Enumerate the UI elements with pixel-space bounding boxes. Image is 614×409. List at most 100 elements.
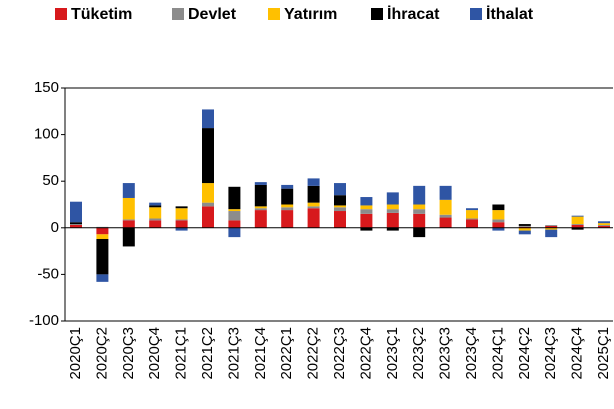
x-tick-label: 2024Ç2 [516,327,533,380]
bar-segment [545,227,558,230]
bar-segment [122,219,135,221]
y-tick-label: 100 [34,126,59,143]
bar-segment [492,210,505,220]
bar-segment [122,227,135,247]
legend-swatch [172,8,184,20]
legend-label: Devlet [188,6,237,23]
legend-label: Yatırım [284,6,337,23]
legend-swatch [371,8,383,20]
bar-segment [149,220,162,228]
bar-segment [307,206,320,209]
bar-segment [307,178,320,186]
bar-segment [202,109,214,129]
bar-segment [360,227,373,231]
y-tick-label: -50 [37,265,59,282]
bar-segment [413,213,426,228]
bar-segment [439,214,452,218]
bar-segment [70,201,82,223]
x-tick-label: 2022Ç3 [331,327,348,380]
bar-segment [202,128,214,184]
bar-segment [202,202,214,207]
bar-segment [254,184,267,207]
bar-segment [386,204,399,210]
bar-segment [413,227,426,238]
bar-segment [334,207,346,212]
bar-segment [571,215,584,217]
bar-segment [149,205,162,208]
x-tick-label: 2022Ç4 [357,327,374,380]
bar-segment [492,227,505,231]
bar-segment [386,192,399,205]
bar-segment [413,204,426,210]
bar-segment [281,207,294,211]
bar-segment [228,227,241,238]
bar-segment [96,238,109,275]
bar-segment [360,213,373,228]
bar-segment [386,209,399,213]
bar-segment [96,234,109,239]
legend-swatch [268,8,280,20]
bar-segment [149,218,162,221]
bar-segment [228,209,241,212]
bar-segment [571,227,584,230]
bar-segment [466,210,478,219]
bar-segment [492,204,505,211]
bar-segment [281,204,294,208]
bar-segment [175,219,188,221]
bar-segment [307,202,320,207]
bar-segment [545,225,558,228]
bar-segment [149,207,162,219]
bar-segment [70,222,82,225]
bar-segment [122,183,135,198]
x-tick-label: 2025Ç1 [595,327,612,380]
legend-swatch [55,8,67,20]
legend-label: İthalat [486,5,534,23]
y-tick-label: 50 [42,172,59,189]
x-tick-label: 2021Ç2 [199,327,216,380]
x-tick-label: 2022Ç1 [278,327,295,380]
bar-segment [175,220,188,228]
bar-segment [386,227,399,231]
bar-segment [518,224,531,226]
bar-segment [70,225,82,228]
x-tick-label: 2023Ç3 [437,327,454,380]
x-tick-label: 2020Ç2 [93,327,110,380]
bar-segment [228,220,241,228]
bar-segment [149,202,162,206]
bar-segment [439,217,452,228]
bar-segment [307,185,320,203]
bar-segment [360,209,373,214]
bar-segment [254,182,267,185]
bar-segment [413,185,426,205]
bar-segment [518,227,531,231]
x-tick-label: 2023Ç4 [463,327,480,380]
bar-segment [202,206,214,228]
y-tick-label: 150 [34,79,59,96]
x-tick-label: 2021Ç3 [225,327,242,380]
bar-segment [413,209,426,214]
bar-segment [492,219,505,223]
bar-segment [466,208,478,211]
bar-segment [175,206,188,209]
bar-segment [518,225,531,227]
bar-segment [439,199,452,215]
bar-segment [228,186,241,210]
bar-segment [334,205,346,208]
bar-segment [334,211,346,228]
bar-segment [228,211,241,221]
legend-label: Tüketim [71,6,132,23]
bar-segment [281,188,294,205]
bar-segment [307,208,320,228]
x-tick-label: 2020Ç3 [120,327,137,380]
x-tick-label: 2022Ç2 [305,327,322,380]
bar-segment [254,206,267,209]
bar-segment [96,274,109,282]
bar-segment [175,208,188,220]
bar-segment [598,221,610,224]
bar-segment [175,227,188,231]
bar-segment [122,197,135,220]
x-tick-label: 2023Ç2 [410,327,427,380]
x-tick-label: 2024Ç1 [489,327,506,380]
bar-segment [254,210,267,228]
bar-segment [281,184,294,189]
